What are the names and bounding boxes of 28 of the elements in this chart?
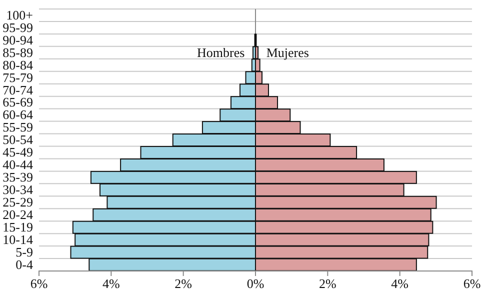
- y-tick-label: 60-64: [2, 107, 34, 122]
- y-tick-label: 95-99: [2, 20, 33, 35]
- y-tick-label: 50-54: [2, 132, 34, 148]
- y-tick-label: 35-39: [2, 170, 33, 185]
- series-label: Hombres: [197, 45, 245, 60]
- x-tick-label: 2%: [318, 276, 336, 292]
- y-tick-label: 65-69: [2, 94, 33, 110]
- y-tick-label: 30-34: [2, 182, 34, 198]
- y-tick-label: 10-14: [2, 232, 34, 247]
- x-tick-label: 2%: [174, 276, 192, 292]
- y-tick-label: 25-29: [2, 194, 33, 210]
- y-tick-label: 80-84: [2, 57, 34, 72]
- y-tick-label: 90-94: [2, 32, 34, 48]
- series-label: Mujeres: [266, 45, 309, 60]
- y-tick-label: 70-74: [2, 82, 34, 98]
- y-tick-label: 5-9: [16, 244, 33, 260]
- x-tick-label: 6%: [30, 276, 48, 292]
- y-tick-label: 85-89: [2, 44, 33, 60]
- x-tick-label: 0%: [246, 276, 264, 292]
- x-tick-label: 4%: [391, 276, 409, 292]
- y-tick-label: 55-59: [2, 120, 33, 135]
- y-tick-label: 40-44: [2, 157, 34, 172]
- x-tick-label: 6%: [463, 276, 481, 292]
- y-tick-label: 45-49: [2, 144, 33, 160]
- x-tick-label: 4%: [102, 276, 120, 292]
- y-tick-label: 0-4: [16, 256, 34, 272]
- y-tick-label: 75-79: [2, 70, 33, 85]
- y-tick-label: 100+: [6, 7, 33, 22]
